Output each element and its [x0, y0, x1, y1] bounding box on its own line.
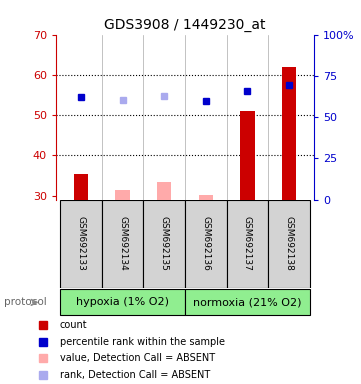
Bar [74, 174, 88, 200]
Text: percentile rank within the sample: percentile rank within the sample [60, 337, 225, 347]
Bar [157, 182, 171, 200]
Text: GSM692136: GSM692136 [201, 217, 210, 271]
Bar [185, 200, 227, 288]
Bar [115, 190, 130, 200]
Text: GSM692134: GSM692134 [118, 217, 127, 271]
Bar [199, 195, 213, 200]
Bar [282, 67, 296, 200]
Text: value, Detection Call = ABSENT: value, Detection Call = ABSENT [60, 353, 215, 364]
Text: rank, Detection Call = ABSENT: rank, Detection Call = ABSENT [60, 370, 210, 380]
Text: GSM692135: GSM692135 [160, 217, 169, 271]
Bar [60, 200, 102, 288]
Text: protocol: protocol [4, 297, 46, 308]
Bar [102, 200, 143, 288]
Text: normoxia (21% O2): normoxia (21% O2) [193, 297, 302, 308]
Text: GSM692137: GSM692137 [243, 217, 252, 271]
Bar [268, 200, 310, 288]
Text: count: count [60, 320, 87, 330]
Bar [143, 200, 185, 288]
Bar [60, 290, 185, 315]
Text: GSM692138: GSM692138 [284, 217, 293, 271]
Text: GSM692133: GSM692133 [77, 217, 86, 271]
Title: GDS3908 / 1449230_at: GDS3908 / 1449230_at [104, 18, 266, 32]
Bar [227, 200, 268, 288]
Text: hypoxia (1% O2): hypoxia (1% O2) [76, 297, 169, 308]
Bar [185, 290, 310, 315]
Bar [240, 111, 255, 200]
